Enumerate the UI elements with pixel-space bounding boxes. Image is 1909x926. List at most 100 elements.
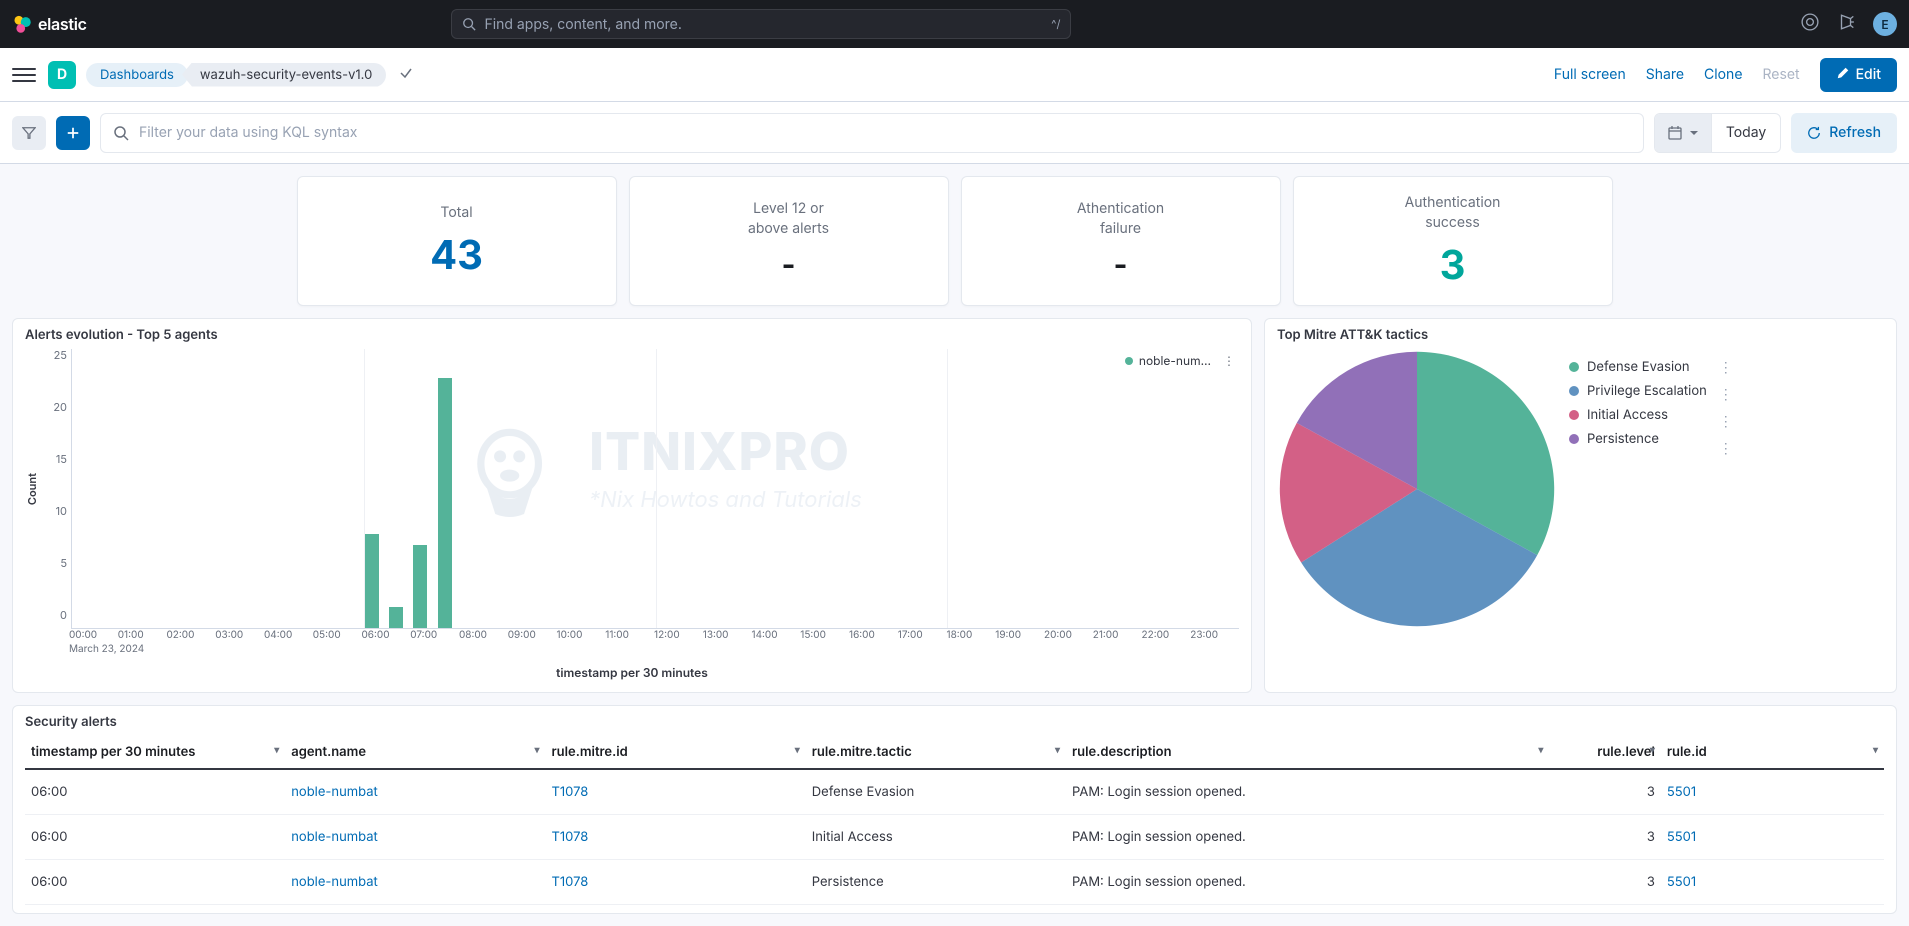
breadcrumb-current: wazuh-security-events-v1.0 — [182, 63, 386, 87]
chevron-down-icon: ▾ — [1538, 744, 1543, 756]
pie-legend-item[interactable]: Privilege Escalation — [1569, 383, 1707, 399]
table-link[interactable]: noble-numbat — [291, 784, 378, 800]
chevron-down-icon — [1689, 128, 1699, 138]
search-kbd-hint: ^/ — [1051, 17, 1060, 31]
share-button[interactable]: Share — [1646, 66, 1684, 83]
table-column-header[interactable]: rule.mitre.id▾ — [546, 736, 806, 769]
global-search-placeholder: Find apps, content, and more. — [484, 16, 681, 33]
table-column-header[interactable]: timestamp per 30 minutes▾ — [25, 736, 285, 769]
y-axis: 0510152025 — [43, 349, 71, 629]
table-link[interactable]: 5501 — [1667, 829, 1696, 845]
alerts-evolution-panel: Alerts evolution - Top 5 agents Count 05… — [12, 318, 1252, 693]
chart-bar[interactable] — [413, 545, 427, 628]
security-alerts-panel: Security alerts timestamp per 30 minutes… — [12, 705, 1897, 914]
pie-legend-item[interactable]: Persistence — [1569, 431, 1707, 447]
x-axis-title: timestamp per 30 minutes — [25, 665, 1239, 680]
metric-value: 43 — [430, 230, 483, 279]
legend-swatch — [1569, 362, 1579, 372]
chart-bar[interactable] — [389, 607, 403, 628]
table-column-header[interactable]: rule.level▾ — [1549, 736, 1661, 769]
refresh-icon — [1807, 126, 1821, 140]
search-icon — [113, 125, 129, 141]
newsfeed-icon[interactable] — [1837, 13, 1855, 35]
metric-value: 3 — [1440, 240, 1466, 289]
filter-toggle-button[interactable] — [12, 116, 46, 150]
calendar-icon[interactable] — [1655, 114, 1712, 152]
logo-text: elastic — [38, 14, 87, 34]
table-cell: 06:00 — [25, 769, 285, 815]
table-row[interactable]: 06:00noble-numbatT1078PersistencePAM: Lo… — [25, 860, 1884, 905]
x-axis: 00:0001:0002:0003:0004:0005:0006:0007:00… — [69, 629, 1239, 641]
metric-card: Level 12 orabove alerts - — [629, 176, 949, 306]
filter-bar: Filter your data using KQL syntax Today … — [0, 102, 1909, 164]
kql-query-input[interactable]: Filter your data using KQL syntax — [100, 113, 1644, 153]
pie-legend-item[interactable]: Initial Access — [1569, 407, 1707, 423]
table-link[interactable]: T1078 — [552, 784, 589, 800]
table-link[interactable]: T1078 — [552, 874, 589, 890]
metric-title: Authenticationsuccess — [1405, 193, 1501, 232]
table-cell: Persistence — [806, 860, 1066, 905]
chart-legend[interactable]: noble-num… ⋮ — [1125, 353, 1235, 368]
sub-header: D Dashboards wazuh-security-events-v1.0 … — [0, 48, 1909, 102]
chevron-down-icon: ▾ — [795, 744, 800, 756]
date-picker[interactable]: Today — [1654, 113, 1781, 153]
clone-button[interactable]: Clone — [1704, 66, 1742, 83]
legend-options-icon[interactable]: ⋮ — [1719, 440, 1733, 457]
table-row[interactable]: 06:00 noble-numbat T1078 Defense EvasionPAM… — [25, 769, 1884, 815]
table-row[interactable]: 06:00noble-numbatT1078Initial AccessPAM:… — [25, 815, 1884, 860]
table-cell: T1078 — [546, 769, 806, 815]
metric-title: Level 12 orabove alerts — [748, 199, 829, 238]
fullscreen-button[interactable]: Full screen — [1554, 66, 1626, 83]
chevron-down-icon: ▾ — [1873, 744, 1878, 756]
help-icon[interactable] — [1801, 13, 1819, 35]
legend-swatch — [1569, 410, 1579, 420]
date-label[interactable]: Today — [1712, 124, 1780, 141]
table-cell: 3 — [1549, 860, 1661, 905]
table-cell: Initial Access — [806, 815, 1066, 860]
table-link[interactable]: 5501 — [1667, 784, 1696, 800]
check-icon[interactable] — [398, 65, 414, 85]
table-link[interactable]: noble-numbat — [291, 829, 378, 845]
table-cell: PAM: Login session opened. — [1066, 769, 1549, 815]
table-cell: noble-numbat — [285, 860, 545, 905]
pie-legend-item[interactable]: Defense Evasion — [1569, 359, 1707, 375]
metric-card: Total43 — [297, 176, 617, 306]
legend-label: Persistence — [1587, 431, 1659, 447]
legend-options-icon[interactable]: ⋮ — [1719, 359, 1733, 376]
table-column-header[interactable]: rule.mitre.tactic▾ — [806, 736, 1066, 769]
refresh-button[interactable]: Refresh — [1791, 113, 1897, 153]
global-search[interactable]: Find apps, content, and more. ^/ — [451, 9, 1071, 39]
legend-options-icon[interactable]: ⋮ — [1223, 353, 1235, 368]
nav-toggle-icon[interactable] — [12, 63, 36, 87]
table-link[interactable]: 5501 — [1667, 874, 1696, 890]
legend-label: Defense Evasion — [1587, 359, 1690, 375]
edit-button[interactable]: Edit — [1820, 58, 1897, 92]
chart-bar[interactable] — [365, 534, 379, 628]
add-filter-button[interactable] — [56, 116, 90, 150]
table-cell: 3 — [1549, 815, 1661, 860]
pie-legend: Defense Evasion Privilege Escalation Initi… — [1569, 359, 1707, 447]
metric-value: - — [781, 247, 795, 283]
table-body: 06:00 noble-numbat T1078 Defense EvasionPAM… — [25, 769, 1884, 905]
chart-bar[interactable] — [438, 378, 452, 628]
user-avatar[interactable]: E — [1873, 12, 1897, 36]
table-column-header[interactable]: agent.name▾ — [285, 736, 545, 769]
table-cell: Defense Evasion — [806, 769, 1066, 815]
alerts-table: timestamp per 30 minutes▾agent.name▾rule… — [25, 736, 1884, 905]
legend-options-icon[interactable]: ⋮ — [1719, 413, 1733, 430]
table-link[interactable]: noble-numbat — [291, 874, 378, 890]
metrics-row: Total43Level 12 orabove alerts-Athentica… — [12, 176, 1897, 306]
table-link[interactable]: T1078 — [552, 829, 589, 845]
breadcrumb-dashboards[interactable]: Dashboards — [86, 63, 188, 87]
table-column-header[interactable]: rule.description▾ — [1066, 736, 1549, 769]
metric-card: Authenticationsuccess 3 — [1293, 176, 1613, 306]
legend-label: noble-num… — [1139, 353, 1211, 368]
space-selector[interactable]: D — [48, 61, 76, 89]
legend-options-icon[interactable]: ⋮ — [1719, 386, 1733, 403]
table-cell: 3 — [1549, 769, 1661, 815]
table-column-header[interactable]: rule.id▾ — [1661, 736, 1884, 769]
legend-dot — [1125, 357, 1133, 365]
table-header-row: timestamp per 30 minutes▾agent.name▾rule… — [25, 736, 1884, 769]
chevron-down-icon: ▾ — [274, 744, 279, 756]
logo[interactable]: elastic — [12, 14, 87, 34]
